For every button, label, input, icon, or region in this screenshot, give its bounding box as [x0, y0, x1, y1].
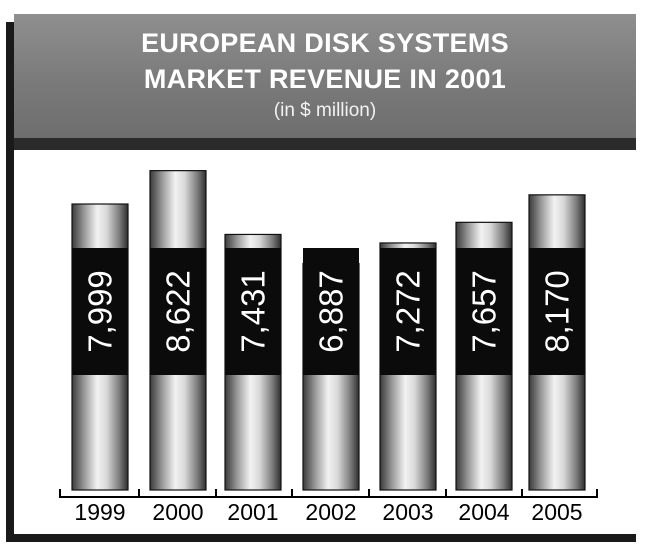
data-label-1999: 7,999 — [82, 270, 119, 353]
data-label-2003: 7,272 — [390, 270, 427, 353]
data-label-2004: 7,657 — [466, 270, 503, 353]
x-tick-label-2001: 2001 — [227, 499, 278, 525]
bar-label-band-2002 — [303, 248, 359, 375]
x-tick-label-2005: 2005 — [531, 499, 582, 525]
data-label-2005: 8,170 — [539, 270, 576, 353]
bars-group: 7,999 8,622 7,431 6,887 7,272 7,657 8,170 — [71, 170, 586, 491]
chart-title-line-2: MARKET REVENUE IN 2001 — [143, 64, 507, 94]
x-tick-label-1999: 1999 — [74, 499, 125, 525]
bar-label-band-2005 — [529, 248, 585, 375]
bar-label-band-2004 — [456, 248, 512, 375]
x-tick-label-2003: 2003 — [382, 499, 433, 525]
bar-label-band-2003 — [380, 248, 436, 375]
chart-subtitle: (in $ million) — [273, 100, 377, 121]
bar-label-band-1999 — [72, 248, 128, 375]
x-tick-label-2002: 2002 — [305, 499, 356, 525]
chart-title-line-1: EUROPEAN DISK SYSTEMS — [141, 28, 509, 58]
title-banner — [14, 14, 636, 138]
x-axis: 1999 2000 2001 2002 2003 2004 2005 — [59, 489, 598, 525]
x-tick-label-2004: 2004 — [458, 499, 509, 525]
data-label-2001: 7,431 — [235, 270, 272, 353]
title-banner-underline — [14, 138, 636, 150]
data-label-2002: 6,887 — [313, 270, 350, 353]
x-tick-label-2000: 2000 — [152, 499, 203, 525]
bar-label-band-2001 — [225, 248, 281, 375]
bar-label-band-2000 — [150, 248, 206, 375]
data-label-2000: 8,622 — [160, 270, 197, 353]
